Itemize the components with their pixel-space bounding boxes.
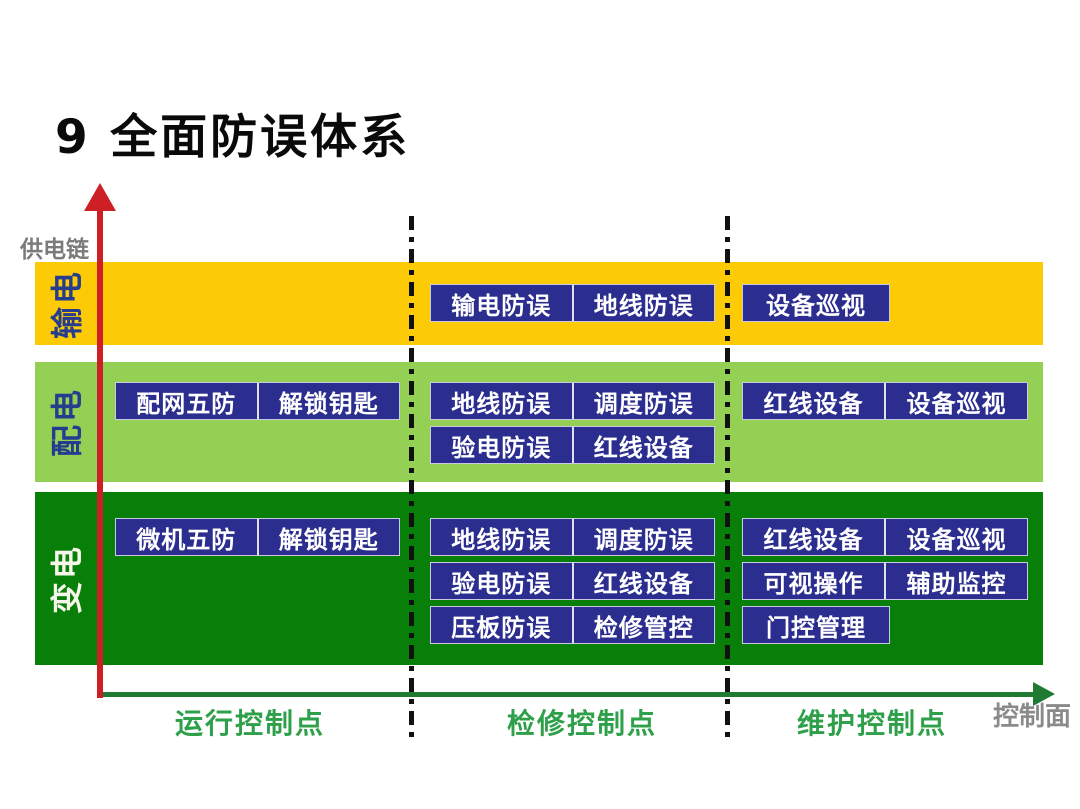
distribution-upkeep-group: 红线设备 设备巡视 <box>742 382 1028 420</box>
box-cell: 设备巡视 <box>766 291 866 320</box>
box-row: 配网五防 解锁钥匙 <box>115 382 400 420</box>
box-row: 红线设备 设备巡视 <box>742 382 1028 420</box>
substation-upkeep-group: 红线设备 设备巡视 可视操作 辅助监控 门控管理 <box>742 518 1028 644</box>
box-cell: 设备巡视 <box>884 383 1027 419</box>
box-cell: 红线设备 <box>571 427 715 463</box>
box-row: 验电防误 红线设备 <box>430 426 715 464</box>
page-title: 9 全面防误体系 <box>55 110 411 165</box>
box-row: 验电防误 红线设备 <box>430 562 715 600</box>
column-label-maintenance: 检修控制点 <box>506 707 657 740</box>
box-cell: 解锁钥匙 <box>256 519 400 555</box>
box-row: 红线设备 设备巡视 <box>742 518 1028 556</box>
box-cell: 验电防误 <box>451 433 552 462</box>
box-cell: 验电防误 <box>451 569 552 598</box>
supply-chain-axis-line <box>97 206 103 698</box>
box-cell: 红线设备 <box>763 525 864 554</box>
band-transmission: 输电 输电防误 地线防误 设备巡视 <box>35 262 1043 345</box>
box-row: 地线防误 调度防误 <box>430 382 715 420</box>
box-cell: 输电防误 <box>451 291 552 320</box>
substation-maintenance-group: 地线防误 调度防误 验电防误 红线设备 压板防误 检修管控 <box>430 518 715 644</box>
transmission-upkeep-group: 设备巡视 <box>742 284 1028 322</box>
band-transmission-label: 输电 <box>48 268 86 339</box>
box-cell: 解锁钥匙 <box>256 383 400 419</box>
box-cell: 微机五防 <box>136 525 237 554</box>
substation-operation-group: 微机五防 解锁钥匙 <box>115 518 400 556</box>
box-cell: 红线设备 <box>763 389 864 418</box>
box-cell: 地线防误 <box>571 285 715 321</box>
band-substation-label: 变电 <box>48 543 86 614</box>
transmission-maintenance-group: 输电防误 地线防误 <box>430 284 715 322</box>
control-plane-axis-arrowhead-icon <box>1033 682 1055 706</box>
column-divider-1 <box>409 216 414 744</box>
band-distribution: 配电 配网五防 解锁钥匙 地线防误 调度防误 验电防误 红线设备 红线设备 设备… <box>35 362 1043 482</box>
box-row: 设备巡视 <box>742 284 890 322</box>
x-axis-label: 控制面 <box>993 702 1072 732</box>
box-row: 输电防误 地线防误 <box>430 284 715 322</box>
box-cell: 门控管理 <box>766 613 866 642</box>
box-cell: 检修管控 <box>571 607 715 643</box>
box-cell: 调度防误 <box>571 383 715 419</box>
column-label-upkeep: 维护控制点 <box>796 707 947 740</box>
band-substation: 变电 微机五防 解锁钥匙 地线防误 调度防误 验电防误 红线设备 压板防误 检修… <box>35 492 1043 665</box>
control-plane-axis-line <box>98 692 1036 697</box>
box-cell: 辅助监控 <box>884 563 1027 599</box>
box-cell: 地线防误 <box>451 389 552 418</box>
box-row: 地线防误 调度防误 <box>430 518 715 556</box>
box-cell: 红线设备 <box>571 563 715 599</box>
box-row: 门控管理 <box>742 606 890 644</box>
column-divider-2 <box>725 216 730 744</box>
box-row: 微机五防 解锁钥匙 <box>115 518 400 556</box>
box-cell: 设备巡视 <box>884 519 1027 555</box>
band-distribution-label: 配电 <box>48 386 86 458</box>
box-cell: 配网五防 <box>136 389 237 418</box>
box-cell: 压板防误 <box>451 613 552 642</box>
box-cell: 地线防误 <box>451 525 552 554</box>
box-row: 压板防误 检修管控 <box>430 606 715 644</box>
distribution-operation-group: 配网五防 解锁钥匙 <box>115 382 400 420</box>
y-axis-label: 供电链 <box>20 237 89 263</box>
box-row: 可视操作 辅助监控 <box>742 562 1028 600</box>
box-cell: 调度防误 <box>571 519 715 555</box>
box-cell: 可视操作 <box>763 569 864 598</box>
distribution-maintenance-group: 地线防误 调度防误 验电防误 红线设备 <box>430 382 715 464</box>
column-label-operation: 运行控制点 <box>174 707 325 740</box>
